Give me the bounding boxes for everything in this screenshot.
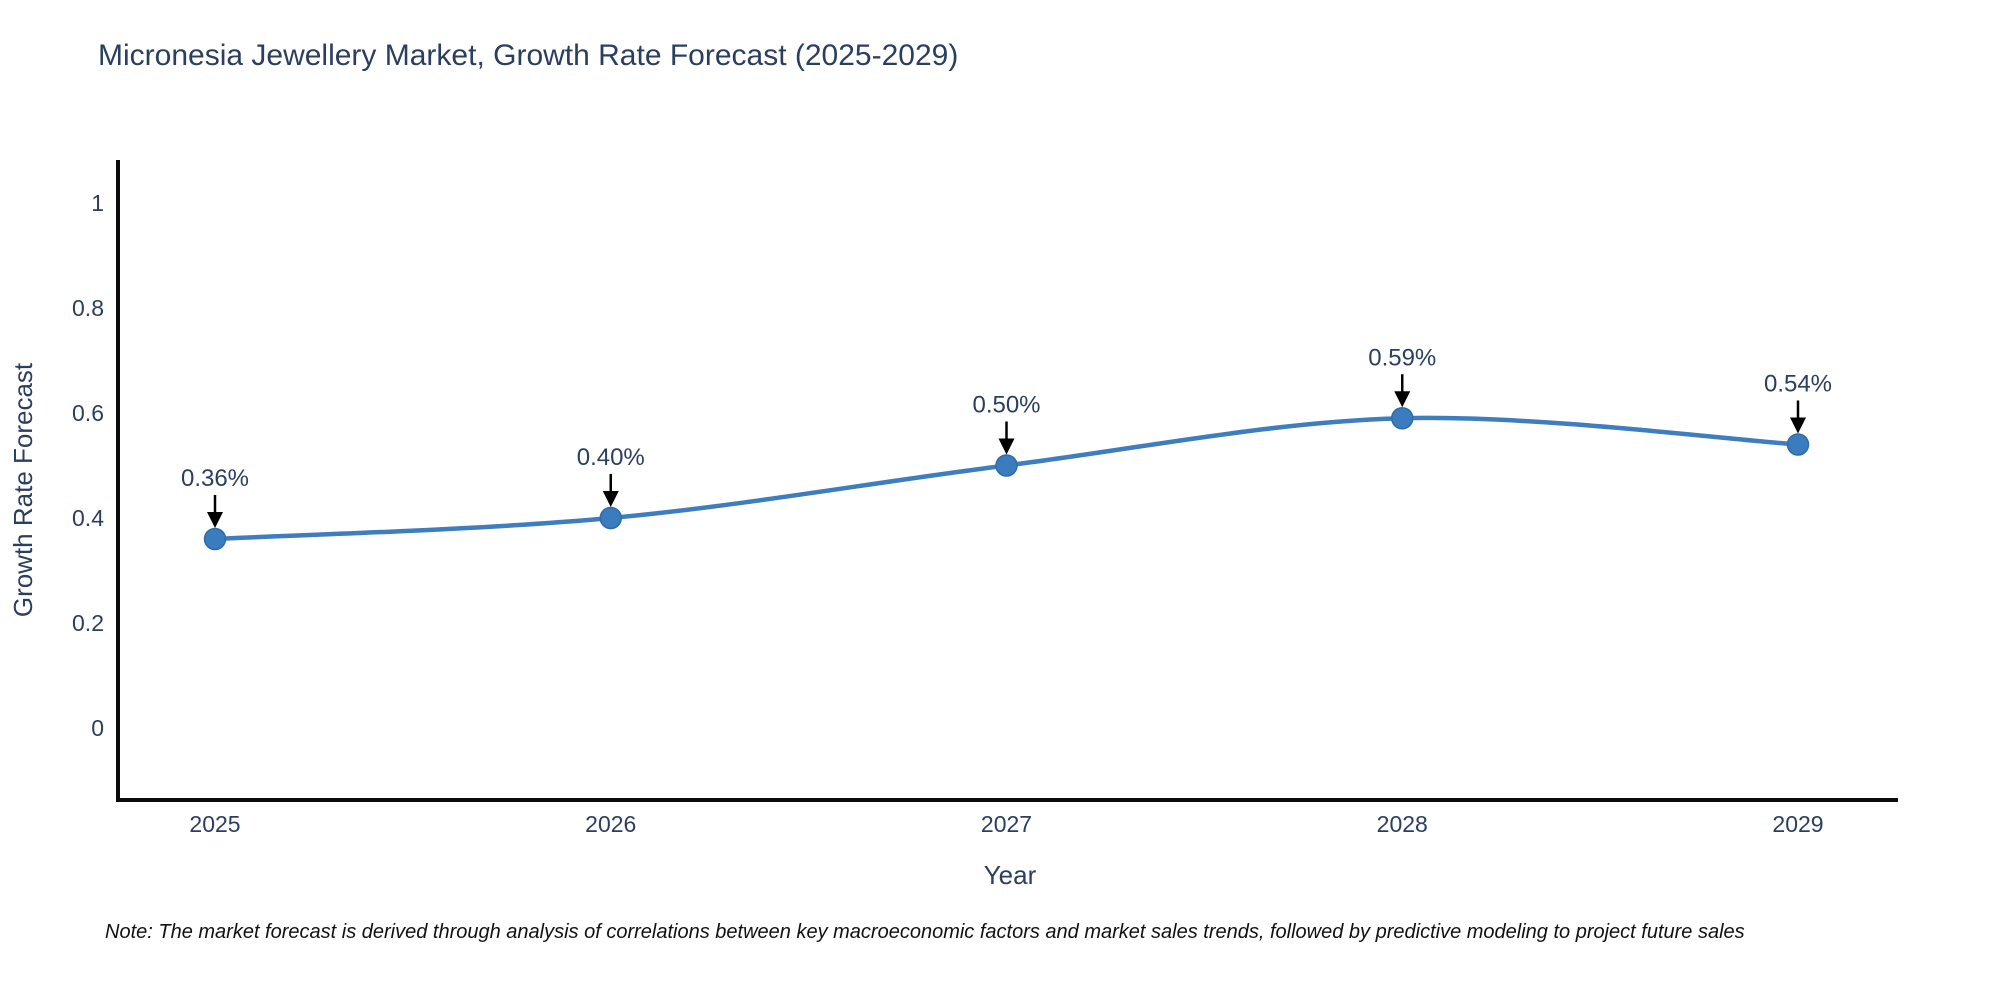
annotation-value-label: 0.59% bbox=[1368, 344, 1436, 371]
annotation-value-label: 0.50% bbox=[972, 392, 1040, 419]
annotation-arrowhead-icon bbox=[998, 438, 1015, 455]
annotation-value-label: 0.36% bbox=[181, 465, 249, 492]
y-tick-label: 0.6 bbox=[72, 400, 104, 426]
data-point-marker[interactable] bbox=[203, 527, 227, 551]
x-tick-label: 2026 bbox=[585, 811, 636, 837]
annotation-arrowhead-icon bbox=[602, 491, 619, 507]
x-tick-label: 2029 bbox=[1772, 811, 1823, 837]
x-tick-label: 2027 bbox=[981, 811, 1032, 837]
annotation-arrowhead-icon bbox=[1790, 417, 1806, 434]
data-point-marker[interactable] bbox=[1391, 407, 1414, 430]
data-point-marker[interactable] bbox=[599, 506, 622, 530]
point-annotations: 0.36% 0.40% 0.50% 0.59% 0.54% bbox=[181, 344, 1832, 528]
data-point-marker[interactable] bbox=[995, 454, 1018, 477]
footnote: Note: The market forecast is derived thr… bbox=[105, 921, 1745, 943]
annotation-arrowhead-icon bbox=[1394, 391, 1411, 408]
y-tick-label: 0.4 bbox=[72, 505, 104, 531]
annotation-value-label: 0.40% bbox=[577, 444, 645, 471]
annotation-arrowhead-icon bbox=[207, 512, 223, 528]
series-growth-rate bbox=[203, 407, 1810, 551]
annotation-value-label: 0.54% bbox=[1764, 371, 1832, 398]
x-tick-label: 2028 bbox=[1377, 811, 1428, 837]
y-axis-ticks: 0 0.2 0.4 0.6 0.8 1 bbox=[72, 190, 104, 741]
y-tick-label: 0 bbox=[91, 715, 104, 741]
data-point-marker[interactable] bbox=[1786, 433, 1810, 456]
y-tick-label: 0.8 bbox=[72, 295, 104, 321]
x-tick-label: 2025 bbox=[189, 811, 240, 837]
x-axis-title: Year bbox=[984, 860, 1037, 890]
y-axis-title: Growth Rate Forecast bbox=[8, 362, 38, 617]
y-tick-label: 0.2 bbox=[72, 610, 104, 636]
y-tick-label: 1 bbox=[91, 190, 104, 216]
x-axis-ticks: 2025 2026 2027 2028 2029 bbox=[189, 811, 1823, 837]
chart-title: Micronesia Jewellery Market, Growth Rate… bbox=[98, 39, 958, 72]
